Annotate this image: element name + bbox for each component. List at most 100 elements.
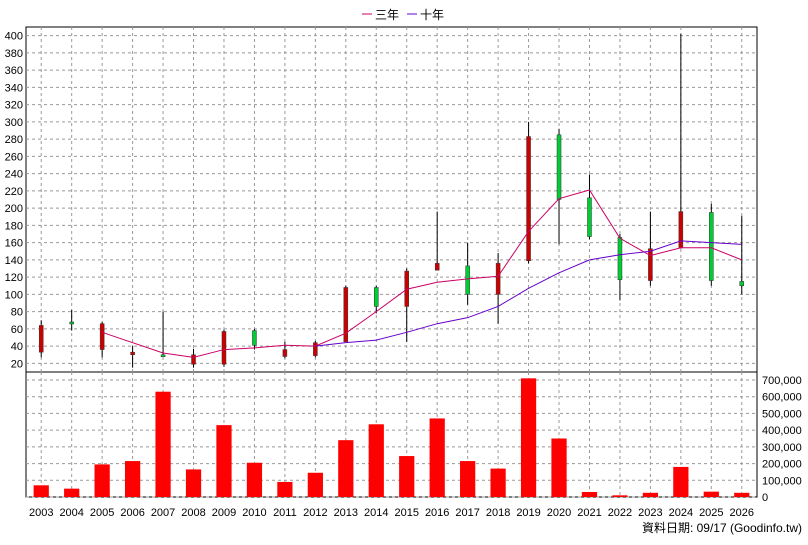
price-y-tick-label: 340 — [5, 82, 23, 94]
candle-body — [434, 263, 440, 271]
volume-y-tick-label: 100,000 — [762, 475, 802, 487]
price-y-tick-label: 280 — [5, 134, 23, 146]
x-tick-label: 2010 — [242, 507, 266, 519]
price-y-tick-label: 20 — [11, 358, 23, 370]
volume-panel-frame — [25, 371, 758, 498]
candle-body — [465, 265, 470, 295]
volume-y-tick-label: 700,000 — [762, 375, 802, 387]
price-y-tick-label: 220 — [5, 186, 23, 198]
volume-bar — [703, 491, 719, 497]
x-tick-label: 2024 — [669, 507, 693, 519]
candle-body — [617, 237, 623, 280]
candle-body — [495, 263, 501, 295]
candle-body — [374, 287, 379, 307]
volume-bar — [33, 485, 49, 497]
price-y-tick-label: 40 — [11, 341, 23, 353]
x-tick-label: 2021 — [577, 507, 601, 519]
price-y-tick-label: 360 — [5, 65, 23, 77]
x-tick-label: 2023 — [638, 507, 662, 519]
x-tick-label: 2019 — [516, 507, 540, 519]
volume-bar — [429, 418, 445, 497]
x-tick-label: 2009 — [212, 507, 236, 519]
volume-bar — [155, 391, 171, 497]
price-y-tick-label: 400 — [5, 31, 23, 43]
volume-y-tick-label: 0 — [762, 492, 768, 504]
volume-bar — [399, 456, 415, 497]
volume-bar — [581, 491, 598, 497]
price-y-tick-label: 380 — [5, 48, 23, 60]
volume-bar — [246, 462, 263, 497]
candle-body — [739, 281, 745, 286]
price-y-tick-label: 100 — [5, 289, 23, 301]
candle-body — [648, 248, 653, 281]
volume-bar — [185, 469, 202, 497]
volume-bar — [673, 466, 689, 497]
volume-bar — [94, 464, 110, 497]
candle-body — [99, 323, 105, 350]
data-date-footer: 資料日期: 09/17 (Goodinfo.tw) — [641, 521, 802, 535]
x-tick-label: 2008 — [181, 507, 205, 519]
candle-body — [221, 331, 227, 365]
volume-bar — [338, 440, 354, 497]
x-tick-label: 2025 — [699, 507, 723, 519]
volume-y-tick-label: 500,000 — [762, 408, 802, 420]
x-tick-label: 2015 — [394, 507, 418, 519]
legend-label: 三年 — [375, 8, 399, 22]
volume-y-tick-label: 600,000 — [762, 392, 802, 404]
price-y-tick-label: 120 — [5, 272, 23, 284]
volume-bar — [368, 424, 384, 497]
candle-body — [160, 354, 166, 357]
candle-body — [678, 211, 684, 249]
x-tick-label: 2020 — [547, 507, 571, 519]
volume-bar — [460, 461, 476, 497]
price-y-tick-label: 140 — [5, 255, 23, 267]
ma-line-ten-year — [315, 240, 742, 347]
candle-body — [130, 351, 135, 356]
price-y-tick-label: 200 — [5, 203, 23, 215]
x-tick-label: 2013 — [334, 507, 358, 519]
volume-bar — [216, 425, 232, 497]
x-tick-label: 2014 — [364, 507, 388, 519]
volume-bar — [734, 492, 750, 497]
price-y-tick-label: 160 — [5, 238, 23, 250]
candle-body — [526, 136, 531, 261]
price-y-tick-label: 320 — [5, 100, 23, 112]
candle-body — [709, 212, 714, 281]
price-panel-frame — [25, 26, 758, 373]
x-tick-label: 2017 — [455, 507, 479, 519]
volume-bar — [551, 438, 567, 497]
volume-y-tick-label: 300,000 — [762, 442, 802, 454]
candle-body — [587, 197, 592, 237]
price-y-tick-label: 260 — [5, 151, 23, 163]
volume-bar — [64, 488, 80, 497]
candle-body — [191, 354, 196, 365]
candle-body — [282, 349, 288, 357]
price-y-tick-label: 60 — [11, 324, 23, 336]
legend-label: 十年 — [420, 8, 444, 22]
candle-body — [556, 134, 562, 200]
volume-bar — [612, 495, 628, 497]
x-tick-label: 2026 — [730, 507, 754, 519]
price-y-tick-label: 180 — [5, 220, 23, 232]
volume-y-tick-label: 200,000 — [762, 459, 802, 471]
x-tick-label: 2005 — [90, 507, 114, 519]
x-tick-label: 2011 — [273, 507, 297, 519]
price-y-tick-label: 240 — [5, 169, 23, 181]
volume-bar — [642, 492, 659, 497]
volume-bar — [307, 472, 323, 497]
x-tick-label: 2004 — [59, 507, 83, 519]
x-tick-label: 2012 — [303, 507, 327, 519]
x-tick-label: 2022 — [608, 507, 632, 519]
price-y-tick-label: 80 — [11, 307, 23, 319]
volume-bar — [490, 468, 506, 497]
volume-bar — [520, 378, 537, 497]
x-tick-label: 2007 — [151, 507, 175, 519]
price-y-tick-label: 300 — [5, 117, 23, 129]
candle-body — [343, 287, 349, 343]
x-tick-label: 2006 — [120, 507, 144, 519]
volume-bar — [124, 461, 141, 497]
candle-body — [313, 342, 318, 356]
x-tick-label: 2003 — [29, 507, 53, 519]
x-tick-label: 2018 — [486, 507, 510, 519]
